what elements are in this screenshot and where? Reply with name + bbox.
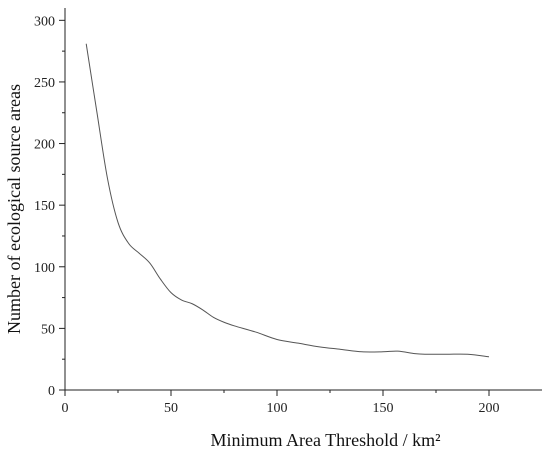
data-point [160,278,161,279]
data-point [382,351,383,352]
x-tick-label: 200 [479,401,500,416]
y-tick-label: 250 [34,76,55,91]
data-point [149,262,150,263]
data-point [107,177,108,178]
series-layer [85,43,490,358]
y-axis-title: Number of ecological source areas [4,84,24,334]
data-point [361,351,362,352]
data-point [234,325,235,326]
data-point [192,303,193,304]
y-tick-label: 0 [48,384,55,399]
data-point [181,299,182,300]
series-line [85,43,490,358]
x-axis-title: Minimum Area Threshold / km² [210,430,440,450]
data-point [96,111,97,112]
data-point [202,309,203,310]
data-point [298,343,299,344]
data-point [86,43,87,44]
data-point [128,243,129,244]
data-point [425,354,426,355]
data-point [467,354,468,355]
data-point [139,253,140,254]
y-tick-label: 50 [41,322,55,337]
data-point [397,351,398,352]
data-point [414,353,415,354]
x-tick-label: 150 [373,401,394,416]
data-point [276,339,277,340]
y-tick-label: 200 [34,138,55,153]
data-point [170,292,171,293]
y-tick-label: 100 [34,261,55,276]
data-point [255,331,256,332]
data-point [319,346,320,347]
data-point [488,356,489,357]
axes: 0 50 100 150 200 0 50 100 150 200 250 300 [34,8,542,416]
x-tick-label: 50 [164,401,178,416]
x-tick-label: 100 [267,401,288,416]
data-point [340,349,341,350]
y-tick-label: 300 [34,14,55,29]
data-point [213,317,214,318]
data-point [117,222,118,223]
data-point [446,354,447,355]
x-tick-label: 0 [62,401,69,416]
data-point [223,322,224,323]
y-tick-label: 150 [34,199,55,214]
